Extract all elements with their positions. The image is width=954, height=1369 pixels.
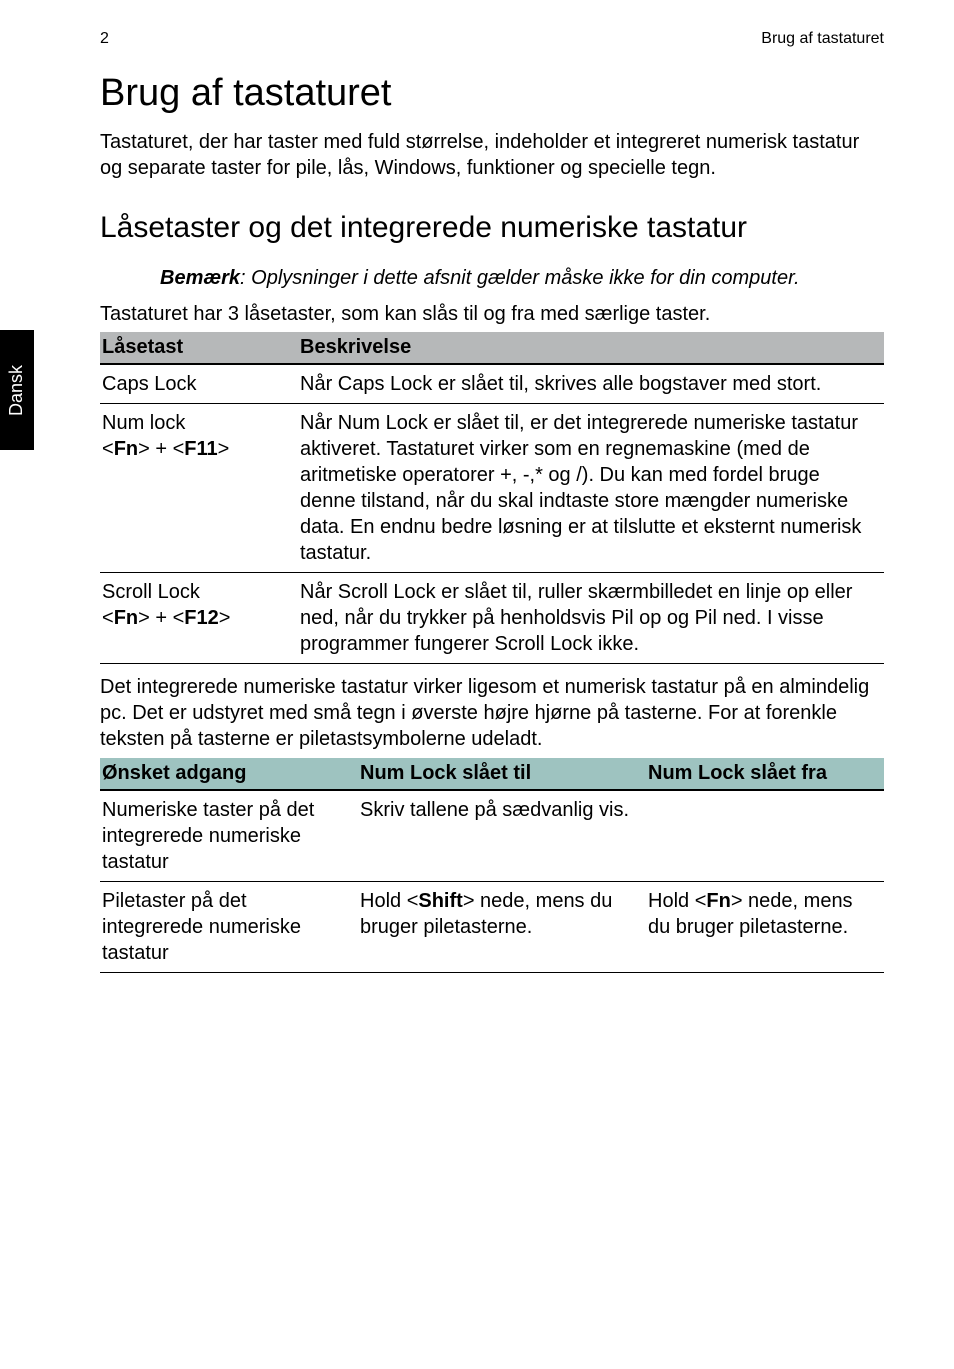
table2-col3-header: Num Lock slået fra (646, 758, 884, 790)
table1-col2-header: Beskrivelse (298, 332, 884, 364)
intro-paragraph: Tastaturet, der har taster med fuld stør… (100, 129, 884, 181)
access-cell: Numeriske taster på det integrerede nume… (100, 790, 358, 882)
c3-key: Fn (706, 890, 730, 912)
table-row: Caps Lock Når Caps Lock er slået til, sk… (100, 364, 884, 404)
between-paragraph: Det integrerede numeriske tastatur virke… (100, 674, 884, 752)
running-head: Brug af tastaturet (761, 30, 884, 48)
c3-pre: Hold < (648, 890, 706, 912)
lock-desc-cell: Når Num Lock er slået til, er det integr… (298, 403, 884, 572)
table-row: Num lock <Fn> + <F11> Når Num Lock er sl… (100, 403, 884, 572)
table-row: Numeriske taster på det integrerede nume… (100, 790, 884, 882)
page-number: 2 (100, 30, 109, 48)
table1-lead: Tastaturet har 3 låsetaster, som kan slå… (100, 303, 884, 326)
table2-col1-header: Ønsket adgang (100, 758, 358, 790)
key-plain: Caps Lock (102, 373, 197, 395)
note-block: Bemærk: Oplysninger i dette afsnit gælde… (100, 265, 884, 291)
key-combo-post: > (218, 438, 230, 460)
key-combo-b: F12 (184, 607, 218, 629)
numlock-table: Ønsket adgang Num Lock slået til Num Loc… (100, 758, 884, 973)
c2-pre: Skriv tallene på sædvanlig vis. (360, 799, 629, 821)
key-combo-mid: > + < (138, 438, 184, 460)
language-side-tab: Dansk (0, 330, 34, 450)
key-combo-pre: < (102, 607, 114, 629)
note-body: : Oplysninger i dette afsnit gælder måsk… (240, 267, 800, 289)
key-combo-a: Fn (114, 438, 138, 460)
c2-pre: Hold < (360, 890, 418, 912)
table1-col1-header: Låsetast (100, 332, 298, 364)
numlock-off-cell: Hold <Fn> nede, mens du bruger piletaste… (646, 881, 884, 972)
numlock-off-cell (646, 790, 884, 882)
key-combo-mid: > + < (138, 607, 184, 629)
key-combo-pre: < (102, 438, 114, 460)
key-combo-a: Fn (114, 607, 138, 629)
key-combo-post: > (219, 607, 231, 629)
key-plain: Scroll Lock (102, 581, 200, 603)
lock-key-cell: Scroll Lock <Fn> + <F12> (100, 572, 298, 663)
page: Dansk 2 Brug af tastaturet Brug af tasta… (0, 0, 954, 1013)
key-plain: Num lock (102, 412, 185, 434)
table-header-row: Ønsket adgang Num Lock slået til Num Loc… (100, 758, 884, 790)
note-text: Bemærk: Oplysninger i dette afsnit gælde… (160, 265, 884, 291)
language-label: Dansk (7, 364, 28, 415)
page-header: 2 Brug af tastaturet (100, 30, 884, 48)
table-header-row: Låsetast Beskrivelse (100, 332, 884, 364)
note-label: Bemærk (160, 267, 240, 289)
lock-keys-table: Låsetast Beskrivelse Caps Lock Når Caps … (100, 332, 884, 664)
section-title: Låsetaster og det integrerede numeriske … (100, 209, 884, 247)
table-row: Piletaster på det integrerede numeriske … (100, 881, 884, 972)
numlock-on-cell: Hold <Shift> nede, mens du bruger pileta… (358, 881, 646, 972)
lock-key-cell: Caps Lock (100, 364, 298, 404)
lock-key-cell: Num lock <Fn> + <F11> (100, 403, 298, 572)
lock-desc-cell: Når Caps Lock er slået til, skrives alle… (298, 364, 884, 404)
access-cell: Piletaster på det integrerede numeriske … (100, 881, 358, 972)
page-title: Brug af tastaturet (100, 72, 884, 115)
numlock-on-cell: Skriv tallene på sædvanlig vis. (358, 790, 646, 882)
table2-col2-header: Num Lock slået til (358, 758, 646, 790)
c2-key: Shift (418, 890, 462, 912)
lock-desc-cell: Når Scroll Lock er slået til, ruller skæ… (298, 572, 884, 663)
table-row: Scroll Lock <Fn> + <F12> Når Scroll Lock… (100, 572, 884, 663)
key-combo-b: F11 (184, 438, 217, 460)
